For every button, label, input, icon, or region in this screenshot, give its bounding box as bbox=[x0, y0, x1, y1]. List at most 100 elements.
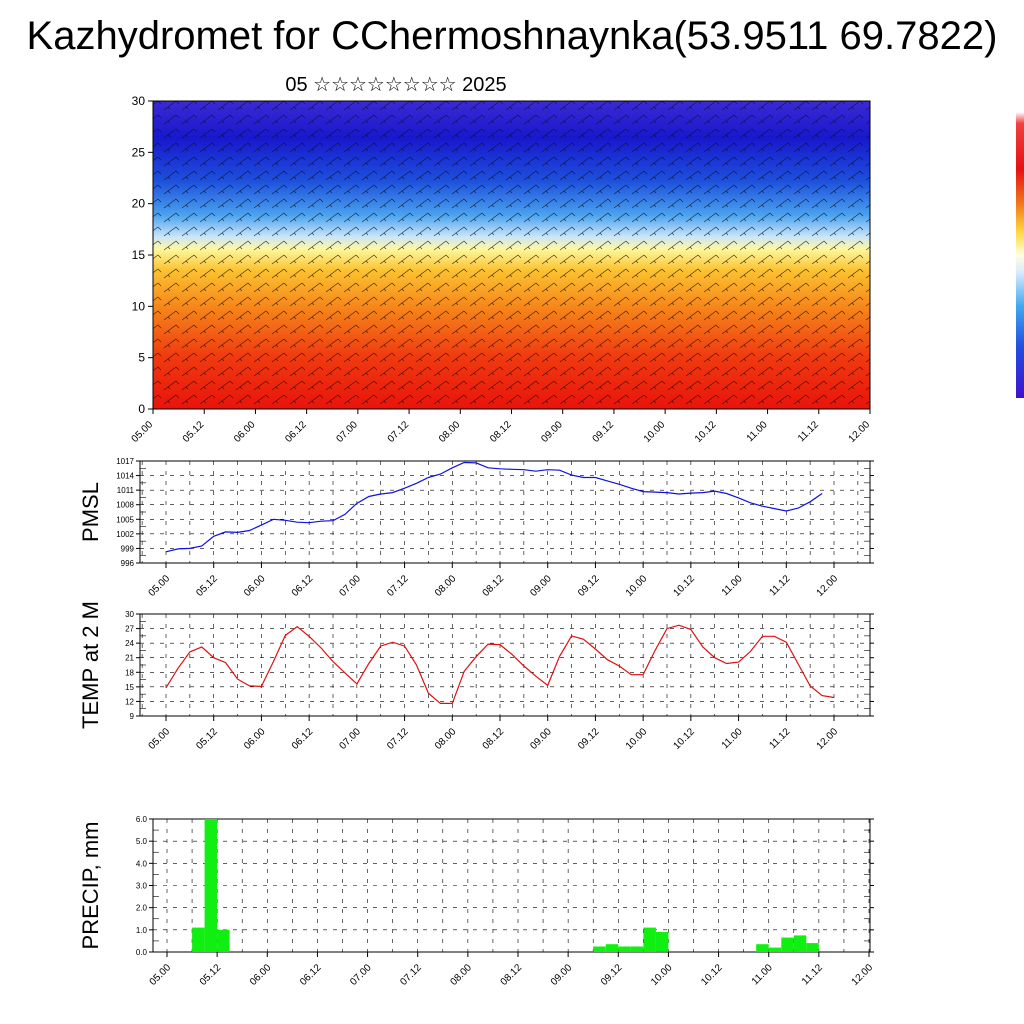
x-tick-label: 12.00 bbox=[815, 573, 841, 599]
precip-bar bbox=[217, 929, 230, 952]
x-tick-label: 07.12 bbox=[398, 962, 424, 988]
x-tick-label: 06.12 bbox=[290, 726, 316, 752]
precip-bar bbox=[618, 946, 631, 952]
x-tick-label: 07.00 bbox=[338, 573, 364, 599]
x-tick-label: 09.00 bbox=[549, 962, 575, 988]
y-axis-label: PMSL bbox=[78, 482, 103, 542]
x-tick-label: 12.00 bbox=[815, 726, 841, 752]
x-tick-label: 06.12 bbox=[298, 962, 324, 988]
temp-series-line bbox=[165, 624, 835, 705]
x-tick-label: 05.00 bbox=[148, 962, 174, 988]
x-tick-label: 10.00 bbox=[649, 962, 675, 988]
precip-bar bbox=[781, 937, 794, 952]
precip-bar bbox=[756, 944, 769, 952]
x-tick-label: 07.12 bbox=[385, 573, 411, 599]
y-tick-label: 24 bbox=[125, 639, 134, 648]
pmsl-panel: 996 999 1002 1005 1008 1011 1014 1017 05.00 05.12… bbox=[78, 457, 874, 599]
x-tick-label: 11.00 bbox=[720, 573, 745, 598]
y-tick-label: 1.0 bbox=[136, 926, 148, 935]
precip-bar bbox=[192, 927, 205, 952]
x-tick-label: 05.12 bbox=[194, 726, 220, 752]
y-tick-label: 27 bbox=[125, 625, 134, 634]
y-tick-label: 996 bbox=[121, 559, 135, 568]
y-tick-label: 1002 bbox=[116, 530, 134, 539]
x-tick-label: 09.12 bbox=[576, 573, 602, 599]
x-tick-label: 08.12 bbox=[488, 419, 514, 445]
y-tick-label: 30 bbox=[125, 610, 134, 619]
x-tick-label: 08.12 bbox=[481, 726, 507, 752]
x-tick-label: 11.00 bbox=[720, 726, 745, 751]
x-tick-label: 08.00 bbox=[437, 419, 463, 445]
y-tick-label: 0.0 bbox=[136, 948, 148, 957]
precip-bar bbox=[806, 943, 819, 952]
x-tick-label: 12.00 bbox=[850, 962, 876, 988]
x-tick-label: 10.00 bbox=[624, 573, 650, 599]
date-subtitle: 05 ☆☆☆☆☆☆☆☆ 2025 bbox=[285, 74, 507, 96]
x-tick-label: 10.12 bbox=[693, 419, 719, 445]
x-tick-label: 08.12 bbox=[481, 573, 507, 599]
x-tick-label: 09.12 bbox=[591, 419, 617, 445]
x-tick-label: 08.12 bbox=[499, 962, 525, 988]
y-tick-label: 9 bbox=[130, 712, 135, 721]
x-tick-label: 09.12 bbox=[599, 962, 625, 988]
x-tick-label: 05.12 bbox=[181, 419, 207, 445]
x-tick-label: 12.00 bbox=[847, 419, 873, 445]
plot-frame bbox=[152, 818, 871, 953]
y-tick-label: 12 bbox=[125, 697, 134, 706]
precip-bar bbox=[655, 932, 669, 952]
x-tick-label: 06.00 bbox=[248, 962, 274, 988]
x-tick-label: 05.00 bbox=[130, 419, 156, 445]
colorbar bbox=[1016, 112, 1024, 398]
x-tick-label: 07.12 bbox=[386, 419, 412, 445]
x-tick-label: 11.12 bbox=[767, 573, 792, 598]
x-tick-label: 11.00 bbox=[750, 962, 775, 987]
x-tick-label: 08.00 bbox=[433, 573, 459, 599]
x-tick-label: 10.12 bbox=[672, 726, 698, 752]
x-tick-label: 06.00 bbox=[242, 726, 268, 752]
y-tick-label: 30 bbox=[132, 94, 146, 108]
y-tick-label: 1011 bbox=[117, 486, 135, 495]
y-tick-label: 1005 bbox=[116, 515, 134, 524]
precip-bar bbox=[793, 935, 807, 952]
x-tick-label: 10.12 bbox=[672, 573, 698, 599]
plot-frame bbox=[139, 460, 871, 564]
plot-frame bbox=[139, 613, 871, 717]
x-tick-label: 08.00 bbox=[433, 726, 459, 752]
x-tick-label: 11.12 bbox=[796, 419, 821, 444]
y-tick-label: 25 bbox=[132, 145, 146, 159]
x-tick-label: 07.12 bbox=[385, 726, 411, 752]
y-tick-label: 21 bbox=[125, 654, 134, 663]
y-tick-label: 3.0 bbox=[136, 882, 148, 891]
x-tick-label: 09.12 bbox=[576, 726, 602, 752]
precip-bar bbox=[605, 944, 619, 952]
precip-bar bbox=[643, 927, 656, 952]
x-tick-label: 09.00 bbox=[539, 419, 565, 445]
precip-bar bbox=[768, 947, 782, 952]
y-tick-label: 20 bbox=[132, 197, 146, 211]
y-tick-label: 999 bbox=[121, 544, 135, 553]
wind-barbs bbox=[153, 101, 870, 409]
y-tick-label: 6.0 bbox=[136, 815, 148, 824]
pmsl-series-line bbox=[165, 461, 823, 553]
y-tick-label: 4.0 bbox=[136, 859, 148, 868]
y-tick-label: 5 bbox=[138, 351, 145, 365]
x-tick-label: 05.12 bbox=[198, 962, 224, 988]
x-tick-label: 09.00 bbox=[528, 573, 554, 599]
precip-bar bbox=[630, 946, 644, 952]
y-tick-label: 1014 bbox=[116, 472, 134, 481]
x-tick-label: 10.00 bbox=[624, 726, 650, 752]
y-tick-label: 1008 bbox=[116, 501, 134, 510]
x-tick-label: 06.12 bbox=[290, 573, 316, 599]
y-tick-label: 10 bbox=[132, 299, 146, 313]
y-tick-label: 15 bbox=[132, 248, 146, 262]
x-tick-label: 08.00 bbox=[449, 962, 475, 988]
x-tick-label: 07.00 bbox=[338, 726, 364, 752]
x-tick-label: 05.00 bbox=[147, 726, 173, 752]
x-tick-label: 07.00 bbox=[348, 962, 374, 988]
y-tick-label: 5.0 bbox=[136, 837, 148, 846]
x-tick-label: 07.00 bbox=[335, 419, 361, 445]
x-tick-label: 05.12 bbox=[194, 573, 220, 599]
y-tick-label: 1017 bbox=[116, 457, 134, 466]
x-tick-label: 06.12 bbox=[283, 419, 309, 445]
